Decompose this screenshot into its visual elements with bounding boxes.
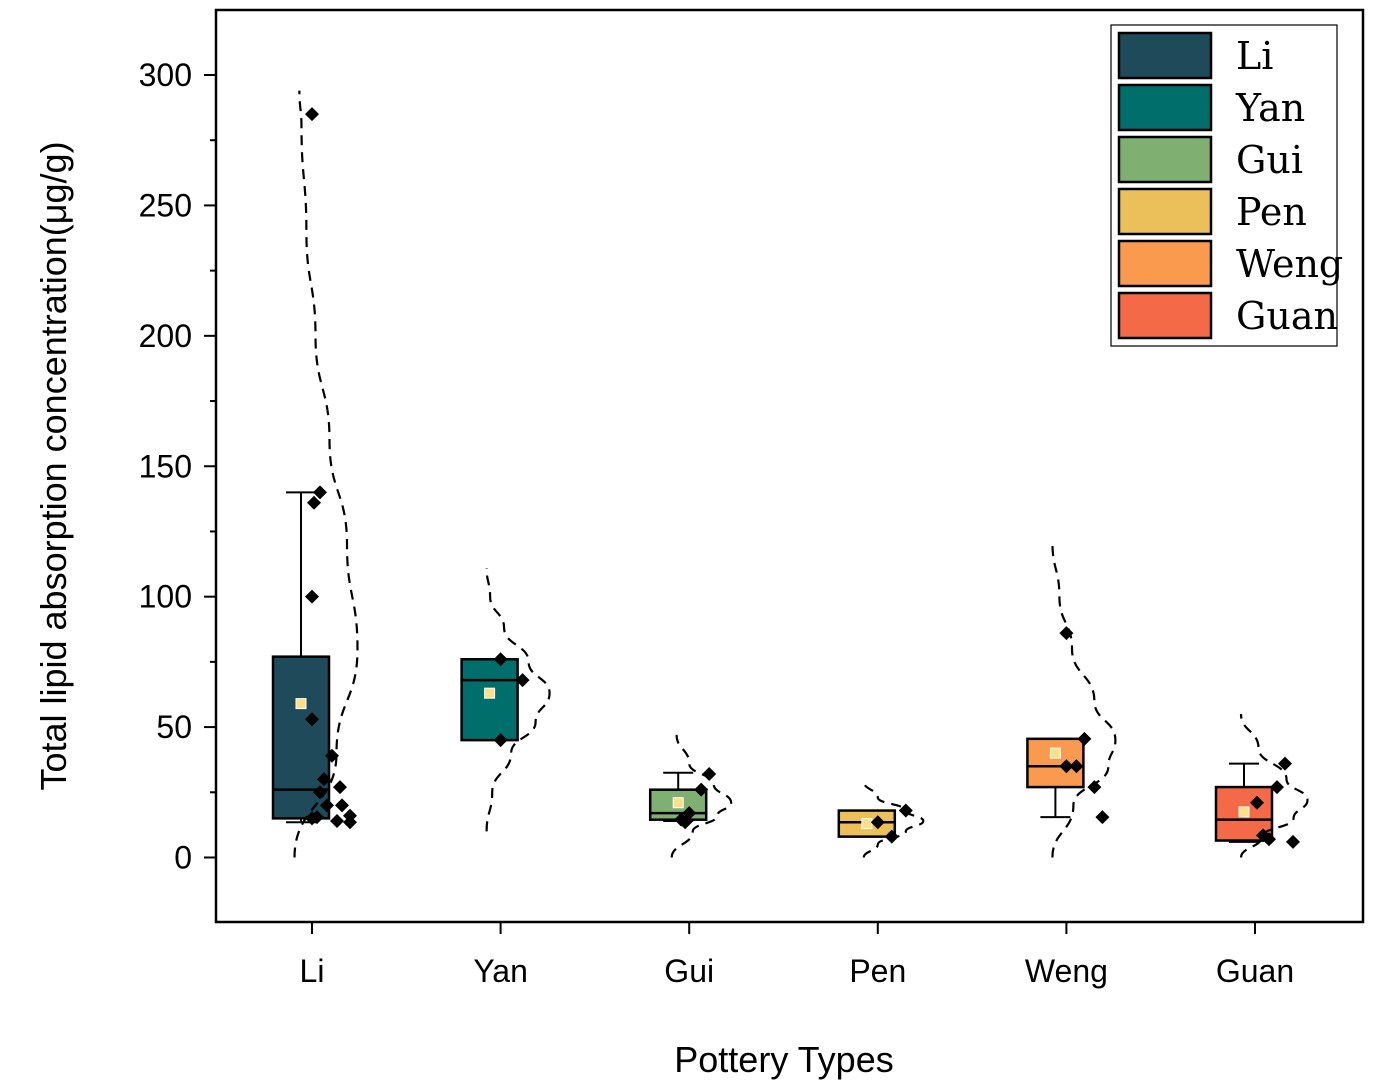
data-point [1077, 731, 1092, 746]
legend-label-gui: Gui [1236, 138, 1303, 182]
y-tick-label: 100 [139, 579, 192, 615]
data-point [493, 652, 508, 667]
data-point [1095, 810, 1110, 825]
legend-label-yan: Yan [1235, 86, 1305, 130]
data-point [1069, 759, 1084, 774]
data-point [1262, 832, 1276, 847]
legend-swatch-gui [1117, 135, 1213, 184]
x-tick-label: Weng [1025, 953, 1108, 989]
data-point [1250, 795, 1264, 810]
mean-marker [1238, 806, 1250, 818]
distribution-curve [862, 781, 925, 858]
data-point [310, 810, 324, 825]
distribution-curve [485, 567, 551, 832]
mean-marker [861, 818, 873, 830]
y-tick-label: 50 [156, 709, 192, 745]
x-tick-label: Gui [664, 953, 714, 989]
series-pen [837, 781, 925, 858]
distribution-curve [1239, 713, 1309, 858]
data-point [1059, 759, 1074, 774]
mean-marker [484, 687, 496, 699]
series-li [271, 90, 359, 858]
distribution-curve [670, 734, 733, 858]
data-point [333, 780, 347, 795]
data-point [313, 485, 327, 500]
series-yan [460, 567, 551, 832]
y-axis-title: Total lipid absorption concentration(μg/… [33, 141, 74, 790]
data-point [335, 798, 349, 813]
series-gui [648, 734, 733, 858]
distribution-curve [1051, 541, 1117, 858]
data-point [330, 813, 344, 828]
data-point [515, 673, 530, 688]
data-point [493, 733, 508, 748]
y-tick-label: 150 [139, 448, 192, 484]
box [460, 658, 519, 742]
legend-label-li: Li [1236, 34, 1273, 78]
data-point [305, 589, 319, 604]
data-point [678, 815, 693, 830]
x-tick-label: Guan [1216, 953, 1294, 989]
legend-swatch-weng [1117, 239, 1213, 288]
data-point [702, 767, 717, 782]
legend-label-pen: Pen [1236, 190, 1307, 234]
x-tick-label: Li [300, 953, 325, 989]
legend-swatch-pen [1117, 187, 1213, 236]
legend-swatch-yan [1117, 83, 1213, 132]
y-tick-label: 200 [139, 318, 192, 354]
x-tick-label: Pen [849, 953, 906, 989]
data-point [1059, 626, 1074, 641]
data-point [1270, 780, 1284, 795]
plot-content [271, 90, 1309, 858]
legend-swatch-li [1117, 31, 1213, 80]
data-point [320, 798, 334, 813]
legend: Li Yan Gui Pen Weng Guan [1110, 24, 1343, 347]
data-point [1286, 834, 1300, 849]
legend-label-guan: Guan [1236, 294, 1338, 338]
mean-marker [672, 797, 684, 809]
x-axis: Li Yan Gui Pen Weng Guan [300, 922, 1294, 989]
mean-marker [295, 698, 307, 710]
series-weng [1026, 541, 1117, 858]
y-tick-label: 250 [139, 187, 192, 223]
distribution-curve [293, 90, 359, 858]
data-point [1278, 756, 1292, 771]
data-point [694, 782, 709, 797]
y-tick-label: 0 [174, 840, 192, 876]
legend-swatch-guan [1117, 291, 1213, 340]
data-point [343, 815, 357, 830]
x-tick-label: Yan [473, 953, 528, 989]
data-point [1087, 780, 1102, 795]
y-tick-label: 300 [139, 57, 192, 93]
series-guan [1214, 713, 1309, 858]
data-point [305, 107, 319, 122]
data-point [317, 772, 331, 787]
data-point [305, 712, 319, 727]
legend-label-weng: Weng [1236, 242, 1343, 286]
data-point [870, 815, 885, 830]
mean-marker [1049, 747, 1061, 759]
data-point [307, 495, 321, 510]
y-axis: 0 50 100 150 200 250 300 [139, 57, 216, 876]
x-axis-title: Pottery Types [674, 1039, 893, 1080]
data-point [884, 829, 899, 844]
